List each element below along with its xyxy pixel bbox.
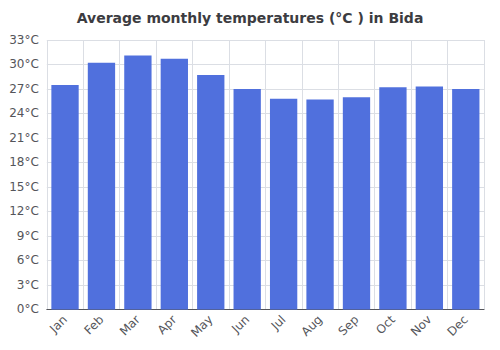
- svg-text:15°C: 15°C: [9, 180, 39, 194]
- svg-text:Mar: Mar: [117, 312, 143, 338]
- svg-text:18°C: 18°C: [9, 155, 39, 169]
- svg-text:0°C: 0°C: [17, 302, 39, 316]
- svg-text:12°C: 12°C: [9, 204, 39, 218]
- svg-text:33°C: 33°C: [9, 33, 39, 47]
- svg-text:Nov: Nov: [408, 313, 434, 339]
- svg-text:Dec: Dec: [444, 313, 470, 339]
- svg-text:3°C: 3°C: [17, 278, 39, 292]
- svg-text:6°C: 6°C: [17, 253, 39, 267]
- svg-text:Jun: Jun: [228, 313, 252, 337]
- svg-text:Aug: Aug: [299, 313, 325, 339]
- svg-text:27°C: 27°C: [9, 82, 39, 96]
- svg-text:Sep: Sep: [336, 313, 362, 339]
- svg-text:Average monthly temperatures (: Average monthly temperatures (°C ) in Bi…: [77, 10, 424, 26]
- svg-text:Feb: Feb: [82, 313, 107, 338]
- svg-text:Jul: Jul: [268, 313, 289, 334]
- svg-text:30°C: 30°C: [9, 57, 39, 71]
- svg-text:Apr: Apr: [155, 312, 180, 337]
- svg-text:Jan: Jan: [46, 313, 70, 337]
- svg-text:24°C: 24°C: [9, 106, 39, 120]
- svg-text:May: May: [188, 313, 215, 340]
- svg-text:9°C: 9°C: [17, 229, 39, 243]
- svg-text:21°C: 21°C: [9, 131, 39, 145]
- svg-text:Oct: Oct: [373, 312, 398, 337]
